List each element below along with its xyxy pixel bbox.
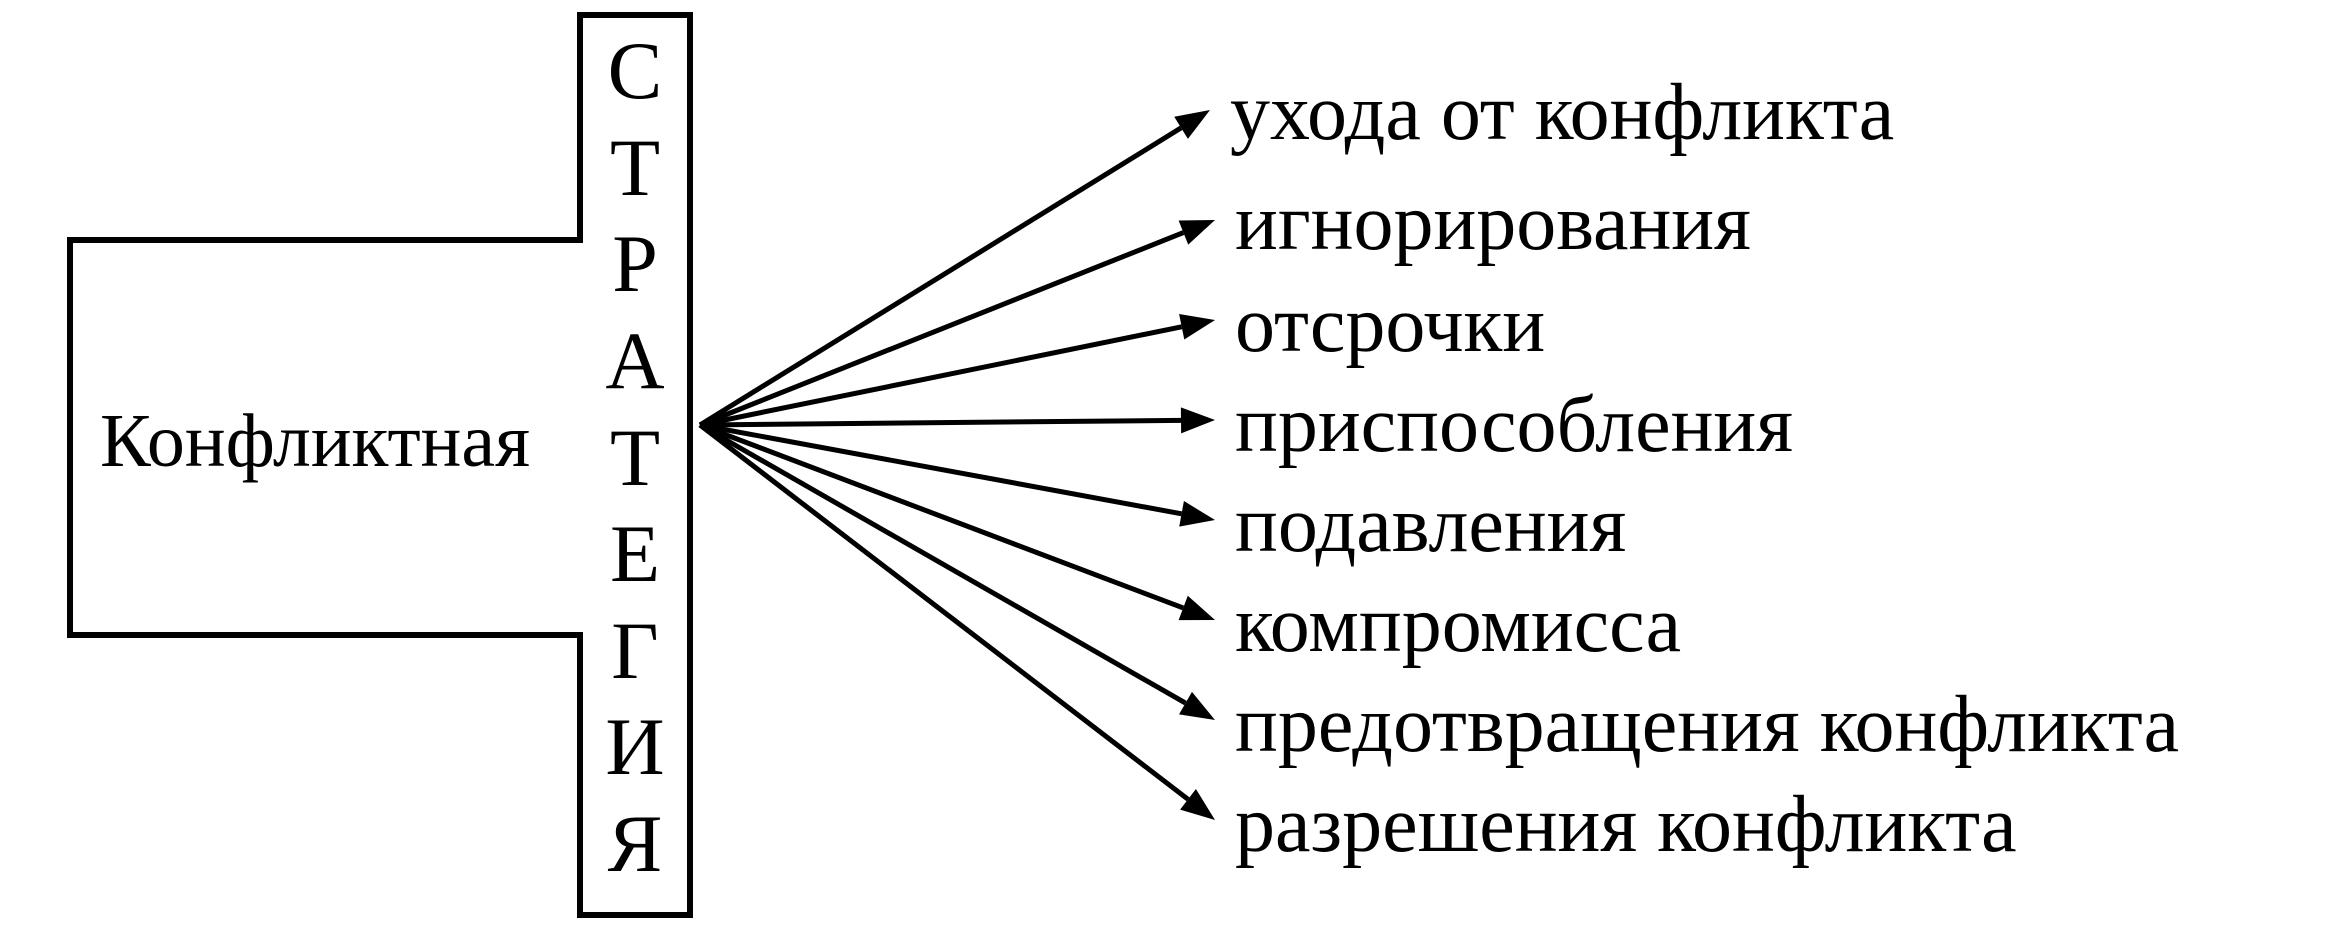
vertical-letter: Т [610,417,660,499]
strategy-item: отсрочки [1235,280,1545,371]
vertical-letter: Г [611,610,658,692]
vertical-letter: А [605,320,664,402]
vertical-letter: И [605,706,664,788]
vertical-letter: С [608,30,663,112]
strategy-item: предотвращения конфликта [1235,680,2179,771]
strategy-item: ухода от конфликта [1230,68,1894,159]
strategy-item: разрешения конфликта [1235,780,2017,871]
vertical-letter: Я [608,803,663,885]
strategy-item: компромисса [1235,580,1681,671]
vertical-letter: Р [612,223,658,305]
strategy-item: игнорирования [1235,178,1751,269]
strategy-item: приспособления [1235,380,1793,471]
diagram-stage: Конфликтная СТРАТЕГИЯ ухода от конфликта… [0,0,2352,931]
left-box-label: Конфликтная [100,398,530,485]
vertical-letter: Е [610,513,660,595]
vertical-box-letters: СТРАТЕГИЯ [580,30,690,885]
vertical-letter: Т [610,127,660,209]
strategy-item: подавления [1235,480,1626,571]
